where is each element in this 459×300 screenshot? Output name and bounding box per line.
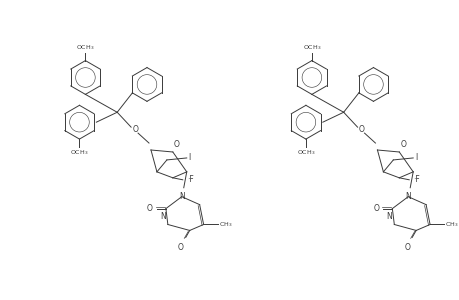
Text: N: N (386, 212, 392, 221)
Text: ·F: ·F (186, 175, 193, 184)
Text: N: N (404, 192, 410, 201)
Text: OCH$_3$: OCH$_3$ (76, 43, 95, 52)
Text: O: O (399, 140, 405, 149)
Text: O: O (358, 124, 364, 134)
Text: O: O (174, 140, 179, 149)
Text: O: O (147, 204, 153, 213)
Text: OCH$_3$: OCH$_3$ (296, 148, 314, 157)
Text: N: N (160, 212, 166, 221)
Text: O: O (178, 243, 183, 252)
Text: I: I (188, 153, 190, 162)
Text: OCH$_3$: OCH$_3$ (70, 148, 89, 157)
Text: N: N (179, 192, 184, 201)
Text: O: O (373, 204, 379, 213)
Text: O: O (132, 124, 138, 134)
Text: CH$_3$: CH$_3$ (218, 220, 231, 229)
Text: OCH$_3$: OCH$_3$ (302, 43, 320, 52)
Text: ·F: ·F (412, 175, 419, 184)
Text: CH$_3$: CH$_3$ (444, 220, 458, 229)
Text: O: O (403, 243, 409, 252)
Text: I: I (414, 153, 416, 162)
